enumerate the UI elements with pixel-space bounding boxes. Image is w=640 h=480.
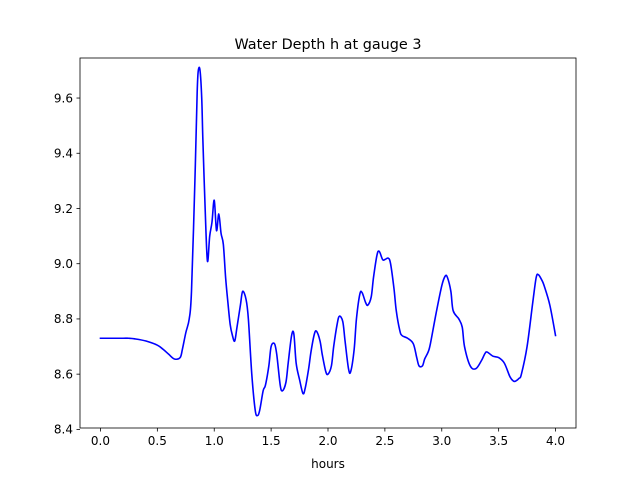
- x-tick-label: 1.5: [262, 434, 281, 448]
- y-tick-label: 8.6: [54, 367, 73, 381]
- x-tick-label: 0.5: [148, 434, 167, 448]
- x-axis-label: hours: [311, 457, 345, 471]
- x-tick-label: 4.0: [546, 434, 565, 448]
- y-tick-label: 9.6: [54, 91, 73, 105]
- x-tick-label: 1.0: [205, 434, 224, 448]
- x-tick-label: 3.0: [432, 434, 451, 448]
- x-tick-label: 0.0: [91, 434, 110, 448]
- x-axis: 0.0 0.5 1.0 1.5 2.0 2.5 3.0 3.5 4.0: [91, 428, 565, 448]
- y-axis: 8.4 8.6 8.8 9.0 9.2 9.4 9.6: [54, 91, 80, 437]
- y-tick-label: 8.4: [54, 423, 73, 437]
- x-tick-label: 3.5: [489, 434, 508, 448]
- y-tick-label: 9.2: [54, 202, 73, 216]
- chart-title: Water Depth h at gauge 3: [234, 37, 421, 53]
- y-tick-label: 9.0: [54, 257, 73, 271]
- x-tick-label: 2.0: [318, 434, 337, 448]
- series-line: [99, 66, 557, 417]
- x-tick-label: 2.5: [375, 434, 394, 448]
- y-tick-label: 9.4: [54, 147, 73, 161]
- y-tick-label: 8.8: [54, 312, 73, 326]
